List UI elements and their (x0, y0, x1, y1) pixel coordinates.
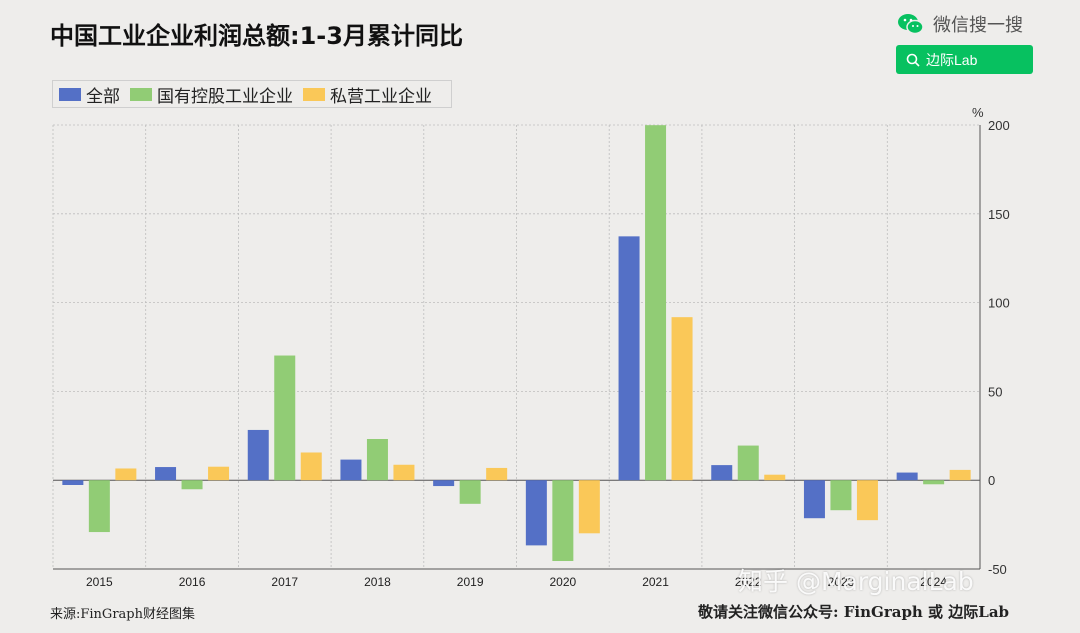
bar-state-owned (737, 445, 759, 481)
follow-note: 敬请关注微信公众号: FinGraph 或 边际Lab (698, 603, 1010, 621)
bar-state-owned (552, 480, 574, 562)
bar-state-owned (459, 480, 481, 504)
y-tick-label: 200 (988, 118, 1010, 133)
x-tick-label: 2021 (642, 575, 669, 589)
bar-all (525, 480, 547, 546)
watermark: 知乎 @MarginalLab (738, 567, 974, 596)
search-icon (906, 53, 920, 67)
y-axis-unit: % (972, 105, 984, 120)
x-tick-label: 2024 (920, 575, 947, 589)
bar-private (208, 466, 230, 481)
y-tick-label: 0 (988, 473, 995, 488)
bar-state-owned (923, 480, 945, 485)
y-tick-label: -50 (988, 562, 1007, 577)
legend-item-all[interactable]: 全部 (59, 82, 120, 107)
bar-all (247, 429, 269, 481)
bar-all (155, 467, 177, 481)
x-tick-label: 2019 (457, 575, 484, 589)
bar-private (764, 474, 786, 481)
y-tick-label: 150 (988, 207, 1010, 222)
y-tick-label: 100 (988, 296, 1010, 311)
bar-state-owned (274, 355, 296, 481)
chart-legend: 全部 国有控股工业企业 私营工业企业 (52, 80, 452, 108)
bar-private (671, 317, 693, 481)
search-button-label: 边际Lab (926, 51, 978, 68)
x-tick-label: 2017 (271, 575, 298, 589)
bar-state-owned (181, 480, 203, 490)
source-note: 来源:FinGraph财经图集 (50, 607, 195, 622)
search-button[interactable]: 边际Lab (896, 45, 1033, 74)
bar-all (340, 459, 362, 481)
bar-all (433, 480, 455, 487)
x-tick-label: 2023 (828, 575, 855, 589)
legend-item-state-owned[interactable]: 国有控股工业企业 (130, 82, 293, 107)
bar-state-owned (366, 438, 388, 481)
x-tick-label: 2022 (735, 575, 762, 589)
legend-label-all: 全部 (86, 86, 120, 107)
legend-swatch-all (59, 87, 81, 101)
bar-all (896, 472, 918, 481)
wechat-search-row[interactable]: 微信搜一搜 (897, 11, 1023, 37)
bar-private (486, 467, 508, 481)
bar-all (618, 236, 640, 481)
bar-all (803, 480, 825, 519)
wechat-search-label: 微信搜一搜 (933, 15, 1023, 36)
bar-private (393, 464, 415, 481)
x-tick-label: 2016 (179, 575, 206, 589)
bar-all (711, 465, 733, 481)
chart-title: 中国工业企业利润总额:1-3月累计同比 (50, 22, 463, 50)
bar-private (856, 480, 878, 521)
bar-private (578, 480, 600, 534)
bar-private (115, 468, 137, 481)
legend-label-state-owned: 国有控股工业企业 (157, 86, 293, 107)
x-tick-label: 2018 (364, 575, 391, 589)
bar-state-owned (88, 480, 110, 533)
legend-item-private[interactable]: 私营工业企业 (303, 82, 432, 107)
bar-state-owned (830, 480, 852, 511)
legend-swatch-state-owned (130, 87, 152, 101)
x-tick-label: 2020 (549, 575, 576, 589)
legend-swatch-private (303, 87, 325, 101)
bar-private (949, 469, 971, 481)
legend-label-private: 私营工业企业 (330, 86, 432, 107)
y-tick-label: 50 (988, 384, 1002, 399)
bar-state-owned (645, 125, 667, 481)
bar-all (62, 480, 84, 485)
bar-private (300, 452, 322, 481)
x-tick-label: 2015 (86, 575, 113, 589)
wechat-icon (898, 14, 924, 35)
